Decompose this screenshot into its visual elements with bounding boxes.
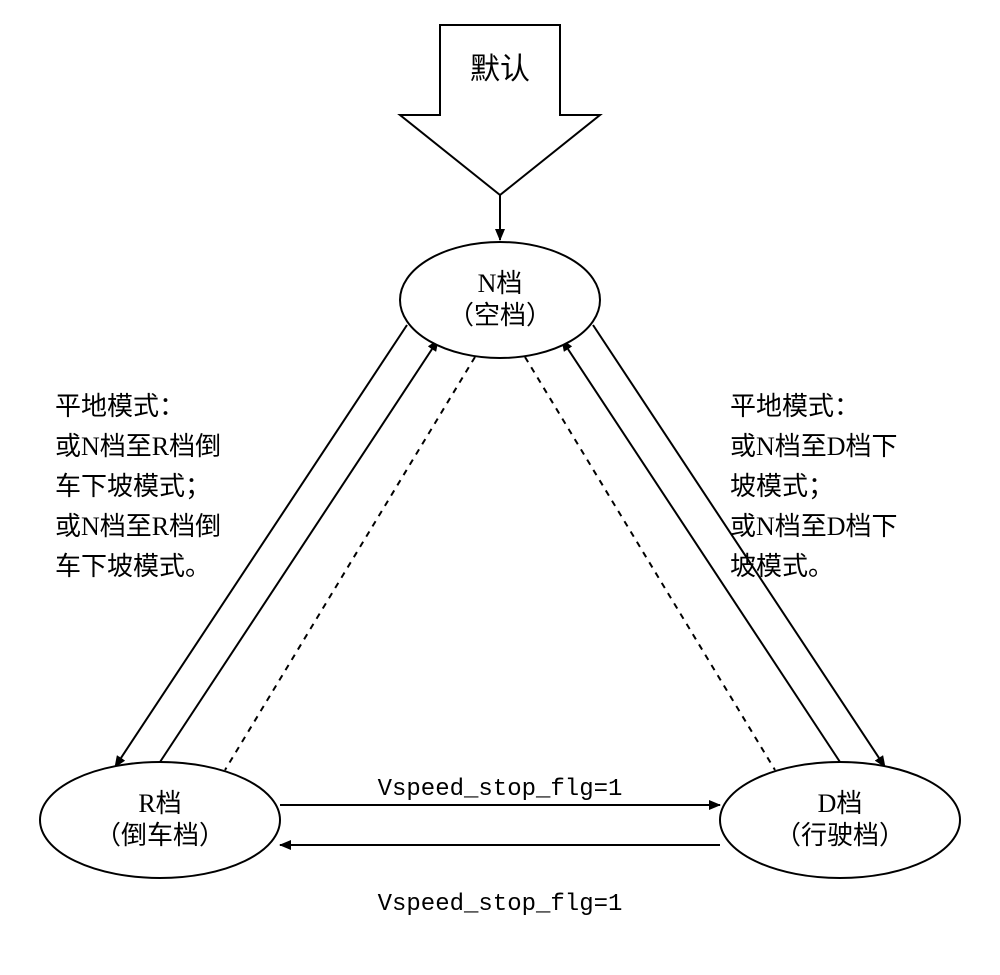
svg-text:（空档）: （空档）: [448, 301, 552, 330]
state-diagram: 默认 Vspeed_stop_flg=1 Vspeed_stop_flg=1 N…: [0, 0, 1000, 975]
edge-R-N-in: [160, 340, 438, 762]
svg-text:（行驶档）: （行驶档）: [775, 821, 905, 850]
svg-text:D档: D档: [818, 789, 863, 818]
entry-label: 默认: [470, 53, 530, 86]
node-D: D档 （行驶档）: [720, 762, 960, 878]
left-transition-label: 平地模式： 或N档至R档倒 车下坡模式； 或N档至R档倒 车下坡模式。: [55, 392, 228, 581]
entry-arrow: 默认: [400, 25, 600, 195]
right-transition-label: 平地模式： 或N档至D档下 坡模式； 或N档至D档下 坡模式。: [730, 392, 904, 581]
edge-D-R-label: Vspeed_stop_flg=1: [378, 891, 623, 918]
edge-R-D-label: Vspeed_stop_flg=1: [378, 776, 623, 803]
node-N: N档 （空档）: [400, 242, 600, 358]
svg-text:N档: N档: [478, 269, 523, 298]
svg-text:（倒车档）: （倒车档）: [95, 821, 225, 850]
edge-N-R-dashed: [225, 357, 475, 770]
node-R: R档 （倒车档）: [40, 762, 280, 878]
svg-text:R档: R档: [138, 789, 181, 818]
